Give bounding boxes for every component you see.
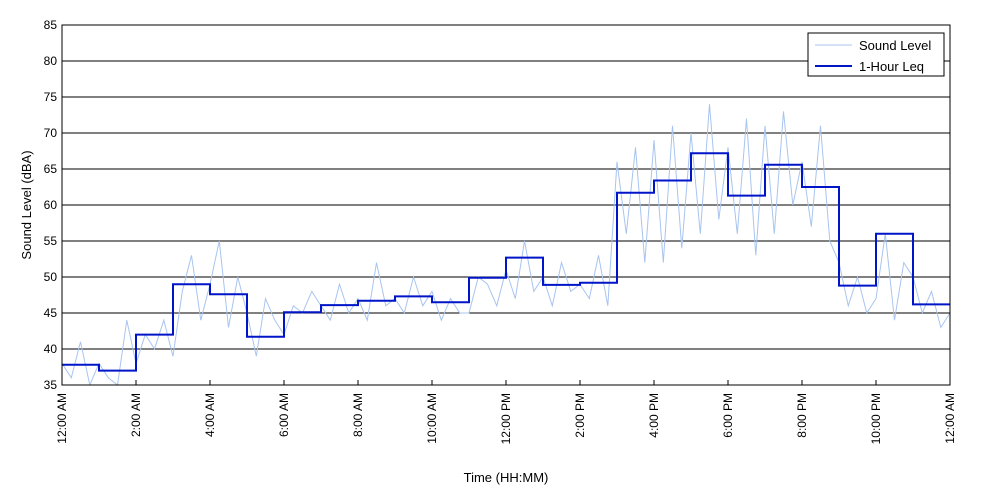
- y-tick-label: 70: [44, 126, 58, 140]
- y-tick-label: 80: [44, 54, 58, 68]
- x-tick-label: 12:00 AM: [55, 393, 69, 444]
- y-tick-label: 45: [44, 306, 58, 320]
- leq-series: [62, 152, 950, 372]
- x-axis-title: Time (HH:MM): [464, 470, 549, 485]
- y-tick-label: 65: [44, 162, 58, 176]
- y-axis-title: Sound Level (dBA): [19, 150, 34, 259]
- y-tick-label: 35: [44, 378, 58, 392]
- x-tick-label: 12:00 PM: [499, 393, 513, 444]
- x-tick-label: 2:00 PM: [573, 393, 587, 438]
- x-tick-label: 8:00 AM: [351, 393, 365, 437]
- x-tick-label: 4:00 PM: [647, 393, 661, 438]
- y-tick-label: 85: [44, 18, 58, 32]
- legend-box: [807, 32, 945, 77]
- x-axis-ticks: 12:00 AM 2:00 AM 4:00 AM 6:00 AM 8:00 AM 10:0…: [55, 380, 957, 444]
- y-axis-ticks: 35 40 45 50 55 60 65 70 75 80 85: [44, 18, 67, 392]
- legend-label-leq: 1-Hour Leq: [859, 59, 924, 74]
- x-tick-label: 10:00 AM: [425, 393, 439, 444]
- x-tick-label: 4:00 AM: [203, 393, 217, 437]
- leq-step-line: [62, 152, 950, 372]
- y-tick-label: 50: [44, 270, 58, 284]
- x-tick-label: 6:00 AM: [277, 393, 291, 437]
- x-tick-label: 12:00 AM: [943, 393, 957, 444]
- y-tick-label: 60: [44, 198, 58, 212]
- x-tick-label: 2:00 AM: [129, 393, 143, 437]
- y-tick-label: 75: [44, 90, 58, 104]
- legend-label-sound-level: Sound Level: [859, 38, 931, 53]
- legend: Sound Level 1-Hour Leq: [807, 32, 945, 77]
- y-tick-label: 40: [44, 342, 58, 356]
- x-tick-label: 10:00 PM: [869, 393, 883, 444]
- x-tick-label: 6:00 PM: [721, 393, 735, 438]
- x-tick-label: 8:00 PM: [795, 393, 809, 438]
- y-tick-label: 55: [44, 234, 58, 248]
